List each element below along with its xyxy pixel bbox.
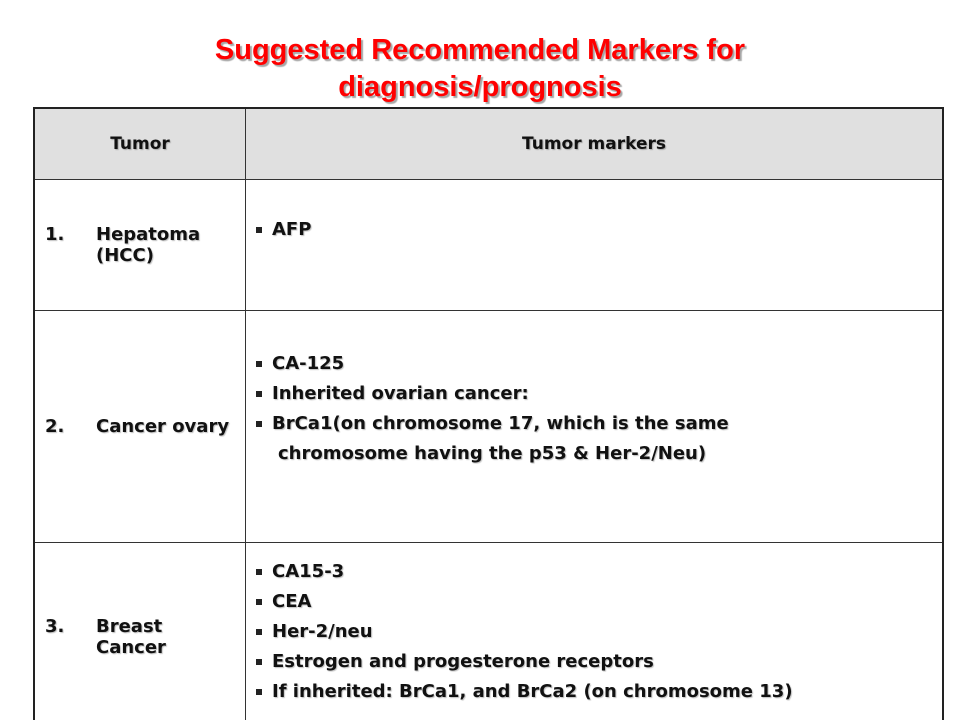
marker-text: chromosome having the p53 & Her-2/Neu) — [278, 443, 707, 464]
marker-text: CEA — [272, 591, 312, 612]
marker-item: Her-2/neu — [256, 617, 942, 647]
title-line-1: Suggested Recommended Markers for — [214, 34, 746, 66]
marker-text: If inherited: BrCa1, and BrCa2 (on chrom… — [272, 681, 793, 702]
tumor-cell: 3. Breast Cancer — [33, 542, 246, 720]
markers-cell: AFP — [245, 179, 944, 311]
marker-item: If inherited: BrCa1, and BrCa2 (on chrom… — [256, 677, 942, 707]
table-row: 2. Cancer ovary CA-125 Inherited ovarian… — [33, 310, 944, 543]
marker-text: Her-2/neu — [272, 621, 373, 642]
tumor-name: Cancer ovary — [96, 416, 230, 437]
table-row: 3. Breast Cancer CA15-3 CEA — [33, 542, 944, 720]
tumor-number: 3. — [45, 615, 65, 637]
marker-text: CA-125 — [272, 353, 345, 374]
marker-item: CA-125 — [256, 349, 942, 379]
square-bullet-icon — [256, 421, 262, 427]
marker-item: CEA — [256, 587, 942, 617]
markers-cell: CA-125 Inherited ovarian cancer: BrCa1(o… — [245, 310, 944, 543]
marker-item: CA15-3 — [256, 557, 942, 587]
marker-text: BrCa1(on chromosome 17, which is the sam… — [272, 413, 729, 434]
square-bullet-icon — [256, 227, 262, 233]
marker-item: Inherited ovarian cancer: — [256, 379, 942, 409]
tumor-name: Breast Cancer — [96, 615, 166, 658]
tumor-number: 1. — [45, 224, 65, 245]
title-line-2: diagnosis/prognosis — [338, 71, 622, 103]
square-bullet-icon — [256, 569, 262, 575]
marker-text: Estrogen and progesterone receptors — [272, 651, 654, 672]
marker-item: Estrogen and progesterone receptors — [256, 647, 942, 677]
markers-cell: CA15-3 CEA Her-2/neu Estrogen and p — [245, 542, 944, 720]
marker-continuation: chromosome having the p53 & Her-2/Neu) — [256, 439, 942, 469]
marker-list: AFP — [256, 215, 942, 245]
header-tumor: Tumor — [33, 107, 246, 180]
marker-list: CA15-3 CEA Her-2/neu Estrogen and p — [256, 557, 942, 707]
tumor-markers-table: Tumor Tumor markers 1. Hepatoma (HCC) — [33, 107, 944, 720]
table-header-row: Tumor Tumor markers — [33, 107, 944, 180]
square-bullet-icon — [256, 629, 262, 635]
square-bullet-icon — [256, 361, 262, 367]
marker-text: CA15-3 — [272, 561, 345, 582]
header-tumor-markers: Tumor markers — [245, 107, 944, 180]
tumor-number: 2. — [45, 416, 65, 437]
tumor-name: Hepatoma (HCC) — [96, 224, 201, 266]
marker-list: CA-125 Inherited ovarian cancer: BrCa1(o… — [256, 349, 942, 469]
table-row: 1. Hepatoma (HCC) AFP — [33, 179, 944, 311]
square-bullet-icon — [256, 599, 262, 605]
marker-text: AFP — [272, 219, 312, 240]
tumor-cell: 2. Cancer ovary — [33, 310, 246, 543]
slide-title: Suggested Recommended Markers for diagno… — [120, 32, 840, 106]
marker-item: AFP — [256, 215, 942, 245]
tumor-cell: 1. Hepatoma (HCC) — [33, 179, 246, 311]
square-bullet-icon — [256, 659, 262, 665]
marker-text: Inherited ovarian cancer: — [272, 383, 529, 404]
square-bullet-icon — [256, 391, 262, 397]
square-bullet-icon — [256, 689, 262, 695]
marker-item: BrCa1(on chromosome 17, which is the sam… — [256, 409, 942, 439]
